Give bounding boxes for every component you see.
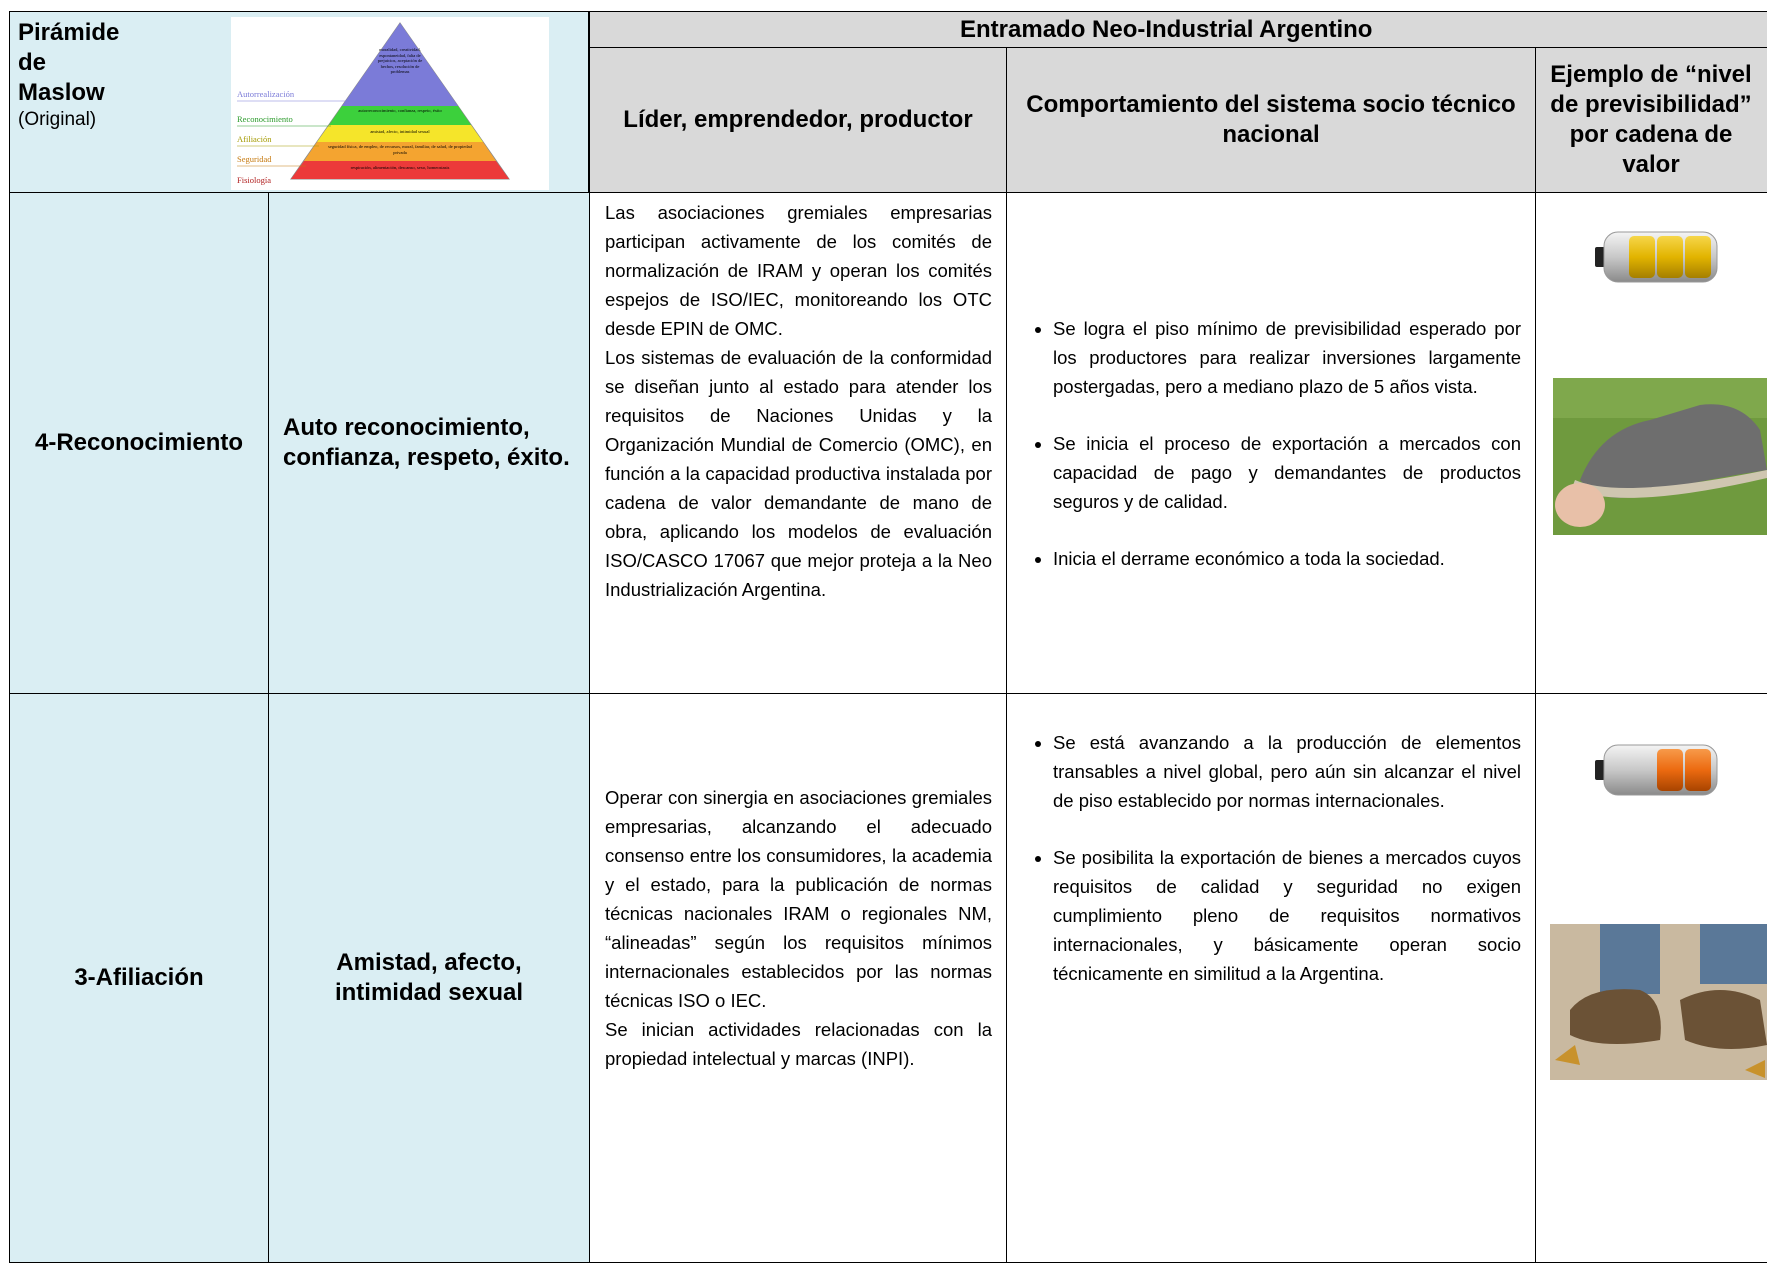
- column-header: Ejemplo de “nivel de previsibilidad” por…: [1535, 47, 1767, 193]
- pyramid-level: [291, 161, 509, 179]
- level: 4-Reconocimiento: [34, 429, 244, 456]
- pyramid-level: [329, 106, 471, 125]
- column-title: Ejemplo de “nivel de previsibilidad” por…: [1550, 61, 1752, 178]
- group-header: Entramado Neo-Industrial Argentino: [589, 11, 1767, 48]
- column-title: Comportamiento del sistema socio técnico…: [1026, 91, 1516, 148]
- pyramid-text: amistad, afecto, intimidad sexual: [370, 129, 430, 134]
- level-cell: 4-Reconocimiento: [9, 192, 269, 694]
- paragraph: Se inician actividades relacionadas con …: [605, 1019, 992, 1069]
- bullet-list: Se está avanzando a la producción de ele…: [1007, 728, 1521, 988]
- maslow-note: (Original): [18, 109, 97, 130]
- pyramid-label: Autorrealización: [237, 89, 295, 99]
- pyramid-text: moralidad, creatividad, espontaneidad, f…: [377, 47, 423, 74]
- pyramid-label: Fisiología: [237, 175, 271, 185]
- pyramid-level: [304, 142, 496, 161]
- bullet: Se está avanzando a la producción de ele…: [1053, 728, 1521, 815]
- paragraph: Las asociaciones gremiales empresarias p…: [605, 202, 992, 339]
- bullet: Se inicia el proceso de exportación a me…: [1053, 429, 1521, 516]
- system-cell: Se está avanzando a la producción de ele…: [1006, 693, 1536, 1263]
- leader-cell: Operar con sinergia en asociaciones grem…: [589, 693, 1007, 1263]
- example-cell: [1535, 192, 1767, 694]
- column-header: Comportamiento del sistema socio técnico…: [1006, 47, 1536, 193]
- pyramid-text: respiración, alimentación, descanso, sex…: [350, 165, 450, 170]
- needs: Amistad, afecto, intimidad sexual: [334, 949, 524, 1006]
- maslow-title: Pirámide de Maslow: [18, 19, 120, 106]
- pyramid-label: Afiliación: [237, 134, 272, 144]
- bullet-list: Se logra el piso mínimo de previsibilida…: [1007, 314, 1521, 573]
- column-title: Líder, emprendedor, productor: [623, 106, 973, 133]
- needs-cell: Auto reconocimiento, confianza, respeto,…: [268, 192, 590, 694]
- pyramid-text: seguridad física, de empleo, de recursos…: [328, 144, 472, 155]
- leader-cell: Las asociaciones gremiales empresarias p…: [589, 192, 1007, 694]
- pyramid-label: Seguridad: [237, 154, 272, 164]
- paragraph: Operar con sinergia en asociaciones grem…: [605, 787, 992, 1011]
- pyramid: Autorrealización Reconocimiento Afiliaci…: [231, 17, 549, 190]
- maslow-header: Pirámide de Maslow (Original) Autorreali…: [9, 11, 589, 193]
- group-title: Entramado Neo-Industrial Argentino: [960, 15, 1373, 43]
- pyramid-level: [317, 125, 483, 142]
- paragraph: Los sistemas de evaluación de la conform…: [605, 347, 992, 600]
- column-header: Líder, emprendedor, productor: [589, 47, 1007, 193]
- level-cell: 3-Afiliación: [9, 693, 269, 1263]
- bullet: Se logra el piso mínimo de previsibilida…: [1053, 314, 1521, 401]
- pyramid-text: autorreconocimiento, confianza, respeto,…: [358, 108, 442, 113]
- bullet: Se posibilita la exportación de bienes a…: [1053, 843, 1521, 988]
- pyramid-label: Reconocimiento: [237, 114, 293, 124]
- needs: Auto reconocimiento, confianza, respeto,…: [283, 414, 570, 471]
- bullet: Inicia el derrame económico a toda la so…: [1053, 544, 1521, 573]
- system-cell: Se logra el piso mínimo de previsibilida…: [1006, 192, 1536, 694]
- level: 3-Afiliación: [74, 964, 204, 991]
- needs-cell: Amistad, afecto, intimidad sexual: [268, 693, 590, 1263]
- pyramid-level: [342, 23, 458, 106]
- example-cell: [1535, 693, 1767, 1263]
